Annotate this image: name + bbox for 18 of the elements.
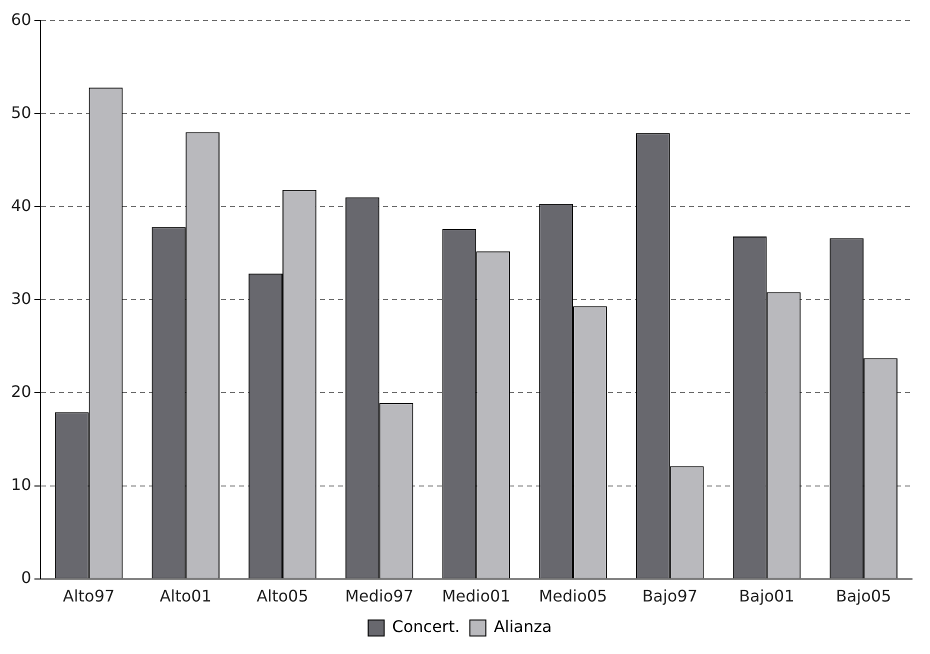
legend-label: Concert. — [392, 617, 460, 636]
y-tick-label: 40 — [11, 196, 32, 215]
legend-label: Alianza — [494, 617, 552, 636]
y-tick-label: 20 — [11, 382, 32, 401]
x-tick-label: Alto97 — [62, 586, 115, 606]
x-tick-label: Bajo01 — [739, 586, 794, 606]
x-tick-label: Medio97 — [345, 586, 414, 606]
x-tick-label: Alto05 — [256, 586, 308, 606]
y-tick-label: 60 — [11, 10, 32, 29]
x-tick-label: Medio05 — [538, 586, 608, 606]
x-tick-label: Alto01 — [160, 586, 212, 606]
x-tick-label: Medio01 — [442, 586, 510, 606]
y-tick-label: 0 — [21, 568, 32, 587]
x-tick-label: Bajo97 — [642, 586, 698, 606]
x-tick-label: Bajo05 — [836, 586, 892, 606]
y-tick-label: 50 — [11, 102, 32, 122]
y-tick-label: 30 — [11, 288, 32, 308]
y-tick-label: 10 — [11, 474, 32, 494]
